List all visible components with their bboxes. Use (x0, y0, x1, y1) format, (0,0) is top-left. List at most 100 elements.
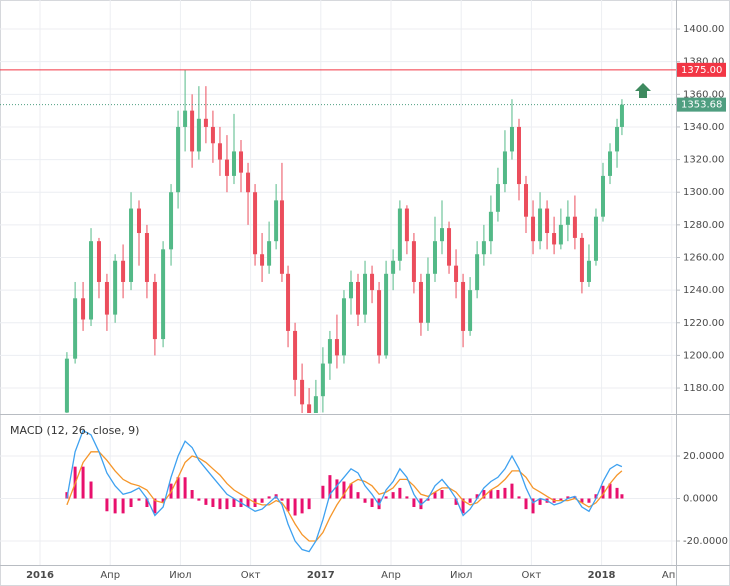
candle-body (327, 339, 332, 364)
candle-body (552, 233, 557, 245)
candle-body (274, 200, 279, 242)
histogram-bar (384, 496, 388, 499)
candle-body (524, 184, 529, 217)
x-tick-label: Июл (450, 570, 472, 581)
candle-body (224, 159, 229, 176)
histogram-bar (531, 498, 535, 514)
macd-line (66, 429, 623, 553)
histogram-bar (328, 475, 332, 499)
candle-body (183, 110, 188, 127)
histogram-bar (454, 498, 458, 505)
histogram-bar (335, 479, 339, 499)
candle-body (89, 241, 94, 320)
last-price-tag (677, 97, 726, 112)
candle-body (418, 281, 423, 323)
x-tick-label: Апр (100, 570, 120, 581)
histogram-bar (145, 498, 149, 508)
price-tag-label: 1375.00 (681, 65, 722, 76)
histogram-bar (113, 498, 117, 514)
histogram-bar (426, 498, 430, 501)
histogram-bar (232, 498, 236, 508)
histogram-bar (356, 492, 360, 499)
histogram-bar (412, 498, 416, 508)
histogram-bar (620, 494, 624, 499)
price-pane (0, 69, 676, 413)
candle-body (64, 358, 69, 413)
x-tick-label: 2017 (307, 570, 335, 581)
candle-body (572, 216, 577, 238)
candle-body (468, 290, 473, 331)
macd-title: MACD (12, 26, close, 9) (10, 424, 139, 437)
histogram-bar (307, 498, 311, 510)
candle-body (495, 184, 500, 212)
candle-body (334, 339, 339, 356)
signal-line (66, 451, 623, 542)
histogram-bar (129, 498, 133, 508)
histogram-bar (370, 498, 374, 508)
candle-body (307, 404, 312, 413)
histogram-bar (211, 498, 215, 508)
histogram-bar (440, 490, 444, 499)
x-tick-label: Июл (169, 570, 191, 581)
candle-body (565, 216, 570, 225)
candle-body (161, 249, 166, 340)
x-tick-label: Апр (381, 570, 401, 581)
candle-body (341, 298, 346, 356)
candle-body (121, 260, 126, 282)
histogram-bar (260, 498, 264, 503)
candle-body (239, 151, 244, 173)
candle-body (73, 298, 78, 359)
histogram-bar (267, 496, 271, 499)
candle-body (113, 260, 118, 315)
x-tick-label: Окт (522, 570, 542, 581)
candle-body (286, 273, 291, 331)
candle-body (377, 290, 382, 356)
y-tick-label: 0.0000 (683, 494, 718, 505)
y-tick-label: 1300.00 (683, 187, 724, 198)
candle-body (370, 273, 375, 291)
histogram-bar (608, 483, 612, 499)
histogram-bar (161, 498, 165, 503)
x-tick-label: 2018 (588, 570, 616, 581)
y-tick-label: 1200.00 (683, 350, 724, 361)
candle-body (320, 363, 325, 397)
price-axis: 1180.00 1200.00 1220.00 1240.00 1260.00 1280.… (676, 24, 728, 547)
histogram-bar (293, 498, 297, 516)
candle-body (176, 126, 181, 193)
histogram-bar (89, 481, 93, 499)
candle-body (454, 265, 459, 282)
candle-body (502, 151, 507, 185)
candle-body (586, 260, 591, 282)
histogram-bar (363, 498, 367, 503)
candle-body (425, 273, 430, 323)
histogram-bar (176, 477, 180, 499)
histogram-bar (286, 498, 290, 512)
y-tick-label: 1240.00 (683, 285, 724, 296)
buy-arrow (635, 83, 651, 98)
y-tick-label: -20.0000 (683, 536, 728, 547)
candle-body (411, 241, 416, 282)
candle-body (300, 379, 305, 405)
histogram-bar (121, 498, 125, 514)
y-tick-label: 1220.00 (683, 318, 724, 329)
histogram-bar (342, 481, 346, 499)
candle-body (104, 281, 109, 315)
histogram-bar (538, 498, 542, 505)
price-tag (677, 62, 726, 77)
histogram-bar (300, 498, 304, 514)
candle-body (531, 216, 536, 242)
candle-body (169, 192, 174, 250)
histogram-bar (349, 483, 353, 499)
candle-body (488, 211, 493, 242)
x-tick-label: Апр (662, 570, 682, 581)
histogram-bar (321, 485, 325, 499)
candle-body (461, 281, 466, 331)
x-tick-label: 2016 (26, 570, 54, 581)
histogram-bar (81, 466, 85, 499)
candle-body (203, 118, 208, 127)
candle-body (356, 281, 361, 315)
histogram-bar (405, 496, 409, 499)
candle-body (279, 200, 284, 274)
histogram-bar (280, 498, 284, 501)
